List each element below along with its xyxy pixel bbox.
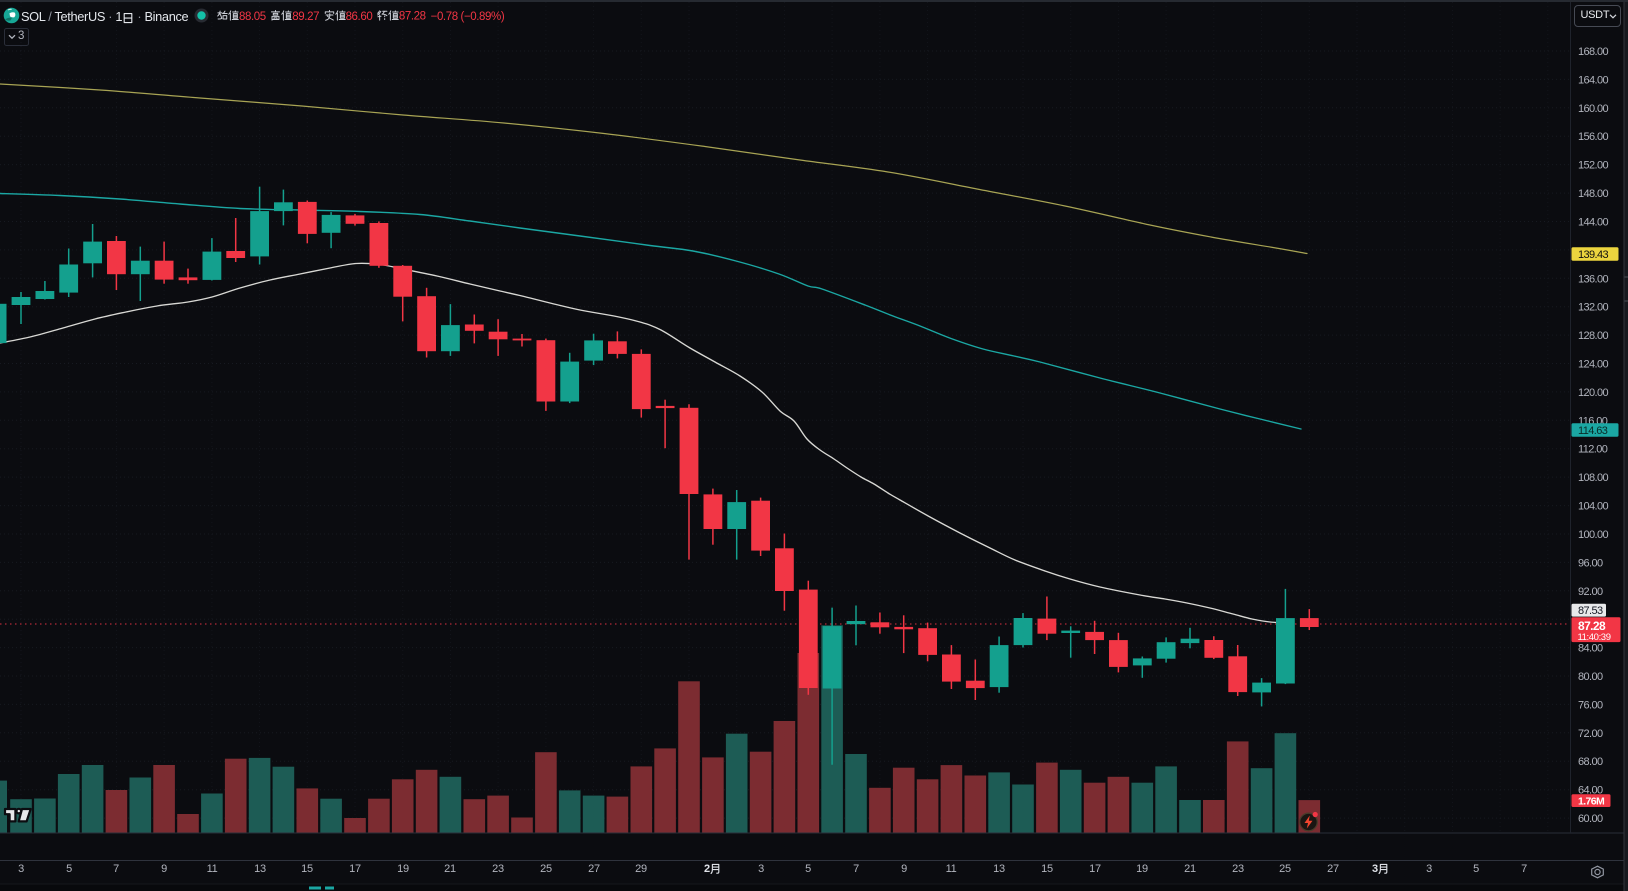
svg-text:84.00: 84.00: [1578, 643, 1603, 655]
svg-text:68.00: 68.00: [1578, 756, 1603, 768]
svg-text:120.00: 120.00: [1578, 387, 1609, 399]
svg-text:114.63: 114.63: [1578, 425, 1608, 437]
svg-text:1.76M: 1.76M: [1578, 796, 1605, 808]
svg-text:76.00: 76.00: [1578, 699, 1603, 711]
svg-text:124.00: 124.00: [1578, 359, 1609, 371]
svg-text:152.00: 152.00: [1578, 160, 1609, 172]
svg-text:60.00: 60.00: [1578, 813, 1603, 825]
svg-text:156.00: 156.00: [1578, 131, 1609, 143]
svg-text:11:40:39: 11:40:39: [1578, 632, 1611, 643]
svg-text:144.00: 144.00: [1578, 216, 1609, 228]
svg-text:168.00: 168.00: [1578, 46, 1609, 58]
svg-text:104.00: 104.00: [1578, 501, 1609, 513]
svg-text:72.00: 72.00: [1578, 728, 1603, 740]
svg-text:92.00: 92.00: [1578, 586, 1603, 598]
svg-text:128.00: 128.00: [1578, 330, 1609, 342]
svg-text:148.00: 148.00: [1578, 188, 1609, 200]
svg-text:100.00: 100.00: [1578, 529, 1609, 541]
svg-text:112.00: 112.00: [1578, 444, 1608, 456]
svg-text:108.00: 108.00: [1578, 472, 1609, 484]
svg-text:80.00: 80.00: [1578, 671, 1603, 683]
svg-text:132.00: 132.00: [1578, 302, 1609, 314]
svg-text:136.00: 136.00: [1578, 273, 1609, 285]
svg-text:87.53: 87.53: [1578, 605, 1603, 617]
svg-text:96.00: 96.00: [1578, 557, 1603, 569]
svg-text:164.00: 164.00: [1578, 74, 1609, 86]
svg-text:139.43: 139.43: [1578, 249, 1609, 261]
svg-text:160.00: 160.00: [1578, 103, 1609, 115]
svg-text:87.28: 87.28: [1578, 619, 1606, 633]
svg-text:64.00: 64.00: [1578, 785, 1603, 797]
